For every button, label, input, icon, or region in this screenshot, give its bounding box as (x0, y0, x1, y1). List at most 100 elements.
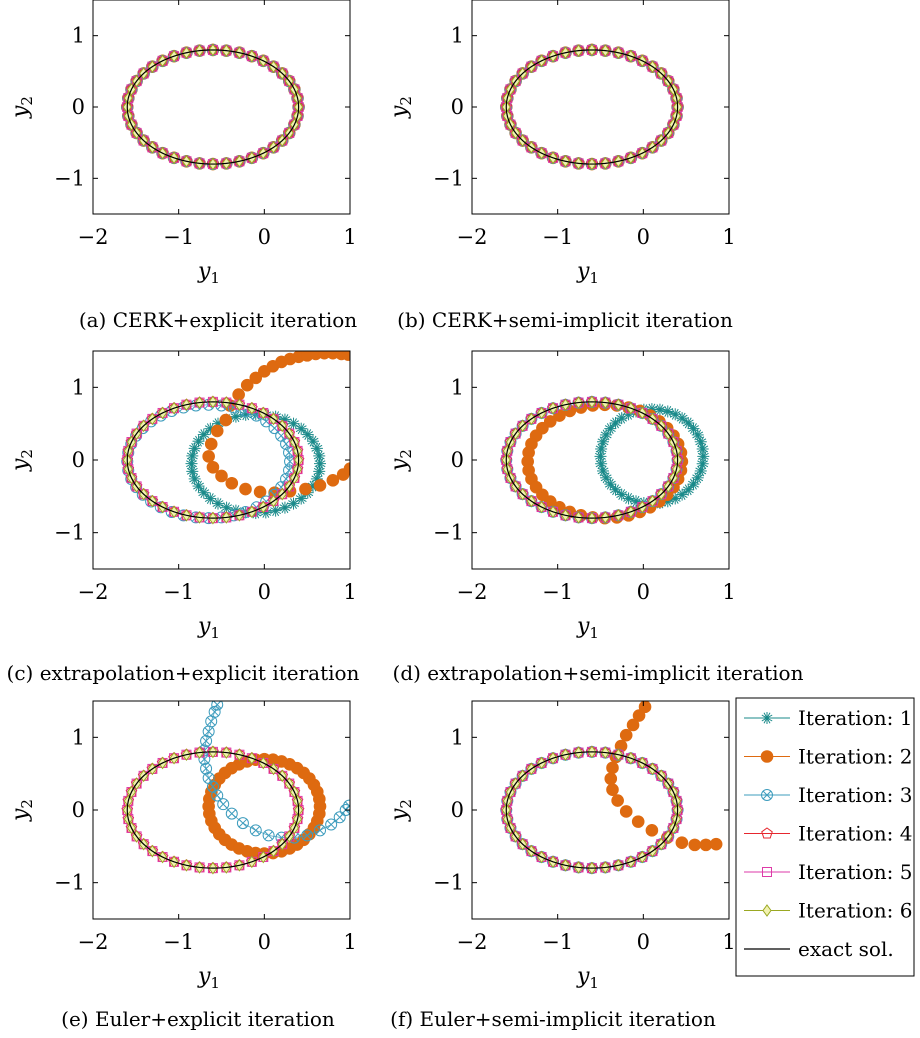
point-iter3 (202, 772, 215, 785)
y-axis-label: y2 (387, 799, 415, 822)
x-axis-label: y1 (197, 259, 220, 287)
point-iter2 (343, 462, 350, 476)
panel-b: −2 −1 0 1 −1 0 1 y1 y2 (387, 0, 736, 287)
point-iter1 (269, 504, 282, 517)
plot-area-b (499, 43, 684, 171)
point-iter1 (696, 457, 709, 470)
y-tick-label: 1 (451, 375, 464, 399)
point-iter1 (188, 472, 201, 485)
caption-c: (c) extrapolation+explicit iteration (7, 661, 360, 685)
x-tick-label: −1 (163, 580, 194, 604)
point-iter3 (200, 734, 213, 747)
point-iter2 (632, 709, 646, 722)
x-tick-label: −1 (163, 930, 194, 954)
point-iter2 (341, 351, 350, 361)
point-iter3 (217, 798, 230, 811)
point-iter3 (205, 715, 218, 728)
point-iter2 (202, 450, 215, 463)
caption-e: (e) Euler+explicit iteration (61, 1007, 335, 1031)
point-iter2 (604, 772, 618, 786)
legend-label: Iteration: 1 (798, 706, 912, 730)
x-tick-label: −1 (542, 580, 573, 604)
series-exact-line (126, 751, 300, 869)
y-axis-label: y2 (8, 96, 36, 119)
x-axis-label: y1 (197, 614, 220, 642)
series-exact-line (505, 401, 679, 519)
legend-box (735, 697, 915, 977)
point-iter1 (212, 497, 225, 510)
legend-label: Iteration: 2 (798, 745, 912, 769)
y-axis-label: y2 (8, 799, 36, 822)
point-iter1 (313, 465, 326, 478)
legend: Iteration: 1 Iteration: 2 Iteration: 3 Iter… (735, 697, 915, 977)
x-tick-label: 0 (637, 930, 650, 954)
point-iter1 (691, 428, 704, 441)
point-iter1 (295, 422, 308, 435)
x-axis-label: y1 (576, 259, 599, 287)
x-tick-label: −2 (78, 930, 109, 954)
point-iter2 (206, 460, 220, 474)
plot-area-d (500, 395, 710, 525)
legend-label: Iteration: 4 (798, 822, 912, 846)
point-iter2 (326, 474, 340, 487)
legend-label: exact sol. (798, 937, 894, 961)
point-iter2 (210, 424, 224, 438)
point-iter1 (185, 457, 198, 470)
y-tick-label: 0 (72, 95, 85, 119)
point-iter1 (278, 501, 291, 514)
x-tick-label: 1 (343, 580, 356, 604)
point-iter2 (313, 807, 326, 821)
x-tick-label: 0 (258, 225, 271, 249)
legend-marker-iter5 (762, 867, 772, 877)
point-iter3 (236, 817, 249, 830)
y-tick-label: 0 (72, 448, 85, 472)
x-tick-label: −2 (78, 580, 109, 604)
y-tick-label: 1 (451, 725, 464, 749)
series-iter1 (185, 408, 327, 520)
y-axis-label: y2 (8, 449, 36, 472)
legend-entry-iter4: Iteration: 4 (744, 822, 912, 846)
x-tick-label: −2 (457, 930, 488, 954)
y-tick-label: −1 (54, 871, 85, 895)
x-axis-label: y1 (197, 964, 220, 992)
legend-marker-iter6 (762, 904, 772, 917)
point-iter2 (204, 437, 218, 451)
point-iter1 (314, 457, 327, 470)
point-iter2 (299, 482, 312, 496)
x-tick-label: 1 (722, 930, 735, 954)
legend-label: Iteration: 6 (798, 899, 912, 923)
legend-label: Iteration: 3 (798, 783, 912, 807)
x-tick-label: 0 (258, 930, 271, 954)
x-tick-label: 0 (637, 225, 650, 249)
y-tick-label: −1 (433, 166, 464, 190)
y-tick-label: 1 (72, 725, 85, 749)
y-tick-label: 0 (451, 95, 464, 119)
legend-entry-iter3: Iteration: 3 (744, 783, 912, 807)
x-tick-label: −1 (542, 225, 573, 249)
point-iter2 (249, 371, 263, 385)
point-iter2 (619, 805, 633, 818)
x-tick-label: 1 (343, 225, 356, 249)
point-iter1 (186, 449, 199, 462)
point-iter3 (211, 789, 224, 802)
x-tick-label: 0 (637, 580, 650, 604)
point-iter2 (645, 824, 659, 837)
legend-entry-exact: exact sol. (744, 937, 894, 961)
point-iter3 (314, 824, 327, 837)
point-iter3 (262, 829, 275, 842)
point-iter1 (653, 403, 666, 416)
point-iter1 (295, 492, 308, 505)
point-iter2 (606, 783, 619, 796)
caption-d: (d) extrapolation+semi-implicit iteratio… (393, 661, 804, 685)
point-iter2 (240, 378, 254, 392)
point-iter2 (219, 413, 233, 427)
point-iter3 (202, 725, 215, 738)
point-iter2 (709, 837, 723, 851)
point-iter2 (253, 485, 267, 499)
y-tick-label: −1 (433, 521, 464, 545)
panel-f: −2 −1 0 1 −1 0 1 y1 y2 (387, 700, 736, 992)
point-iter1 (669, 408, 682, 421)
point-iter3 (200, 762, 213, 775)
series-exact-line (505, 751, 679, 869)
point-iter1 (204, 492, 217, 505)
